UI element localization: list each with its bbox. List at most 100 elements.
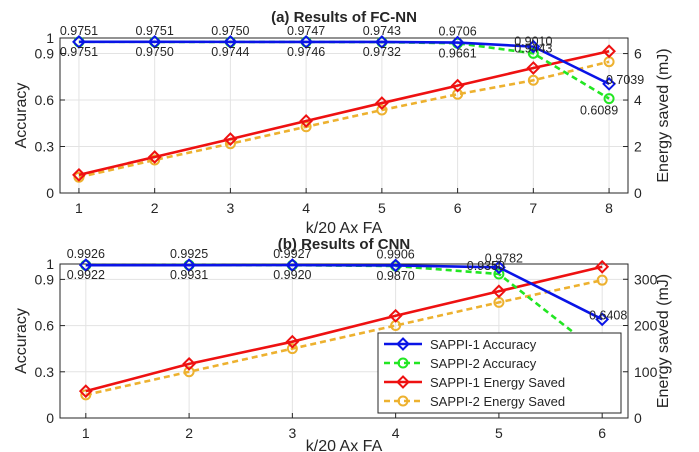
- series-2-point: [450, 78, 465, 93]
- y2-axis-label: Energy saved (mJ): [655, 48, 672, 182]
- y2-tick-label: 200: [634, 318, 658, 334]
- series-0-point: [299, 35, 314, 49]
- series-0-point: [595, 312, 610, 327]
- y-tick-label: 0.3: [35, 364, 55, 380]
- series-2-point: [285, 334, 300, 349]
- series-0-point: [285, 258, 300, 273]
- legend-swatch-marker: [397, 357, 409, 369]
- chart-title: (a) Results of FC-NN: [271, 9, 417, 26]
- series-2-point: [299, 114, 314, 128]
- series-0-point: [388, 258, 403, 273]
- series-0-point: [491, 260, 506, 275]
- x-axis-label: k/20 Ax FA: [306, 220, 383, 237]
- y-tick-label: 0.9: [35, 46, 55, 62]
- series-0-point: [182, 258, 197, 273]
- x-tick-label: 5: [495, 425, 503, 441]
- data-label: 0.9751: [136, 24, 174, 38]
- data-label: 0.9920: [273, 268, 311, 282]
- x-axis-label: k/20 Ax FA: [306, 438, 383, 452]
- series-0-point: [223, 34, 238, 49]
- data-label: 0.9925: [170, 247, 208, 261]
- series-1-point: [493, 268, 505, 280]
- series-0-point: [78, 258, 93, 273]
- series-line-1: [85, 263, 603, 357]
- x-tick-label: 1: [82, 425, 90, 441]
- data-label: 0.9927: [273, 247, 311, 261]
- x-tick-label: 4: [392, 425, 400, 441]
- series-2-point: [78, 384, 93, 399]
- series-3-point: [376, 104, 388, 116]
- data-label: 0.6089: [580, 104, 618, 118]
- y-tick-label: 0.6: [35, 318, 55, 334]
- y2-tick-label: 2: [634, 139, 642, 155]
- data-label: 0.9746: [287, 45, 325, 59]
- series-3-point: [527, 74, 539, 86]
- series-3-point: [183, 366, 195, 378]
- data-label: 0.9744: [211, 45, 249, 59]
- data-label: 0.9350: [467, 259, 505, 273]
- series-2-point: [526, 61, 541, 75]
- legend: SAPPI-1 Accuracy SAPPI-2 Accuracy SAPPI-1 …: [377, 332, 622, 414]
- x-tick-label: 1: [75, 200, 83, 216]
- series-0-point: [526, 39, 541, 54]
- x-tick-label: 6: [454, 200, 462, 216]
- series-3-point: [286, 343, 298, 355]
- data-label: 0.9926: [67, 247, 105, 261]
- y-tick-label: 0: [46, 410, 54, 426]
- series-0-point: [147, 34, 162, 49]
- y-tick-label: 1: [46, 30, 54, 46]
- legend-entry: SAPPI-1 Accuracy: [430, 337, 537, 352]
- series-1-point: [603, 93, 615, 105]
- series-line-0: [78, 40, 610, 86]
- data-label: 0.9751: [60, 45, 98, 59]
- series-line-2: [78, 49, 610, 177]
- legend-entry: SAPPI-2 Energy Saved: [430, 394, 565, 409]
- x-tick-label: 5: [378, 200, 386, 216]
- series-2-point: [388, 308, 403, 323]
- axes-frame: [59, 37, 629, 194]
- y2-tick-label: 300: [634, 271, 658, 287]
- series-0-point: [374, 35, 389, 49]
- y-tick-label: 0: [46, 185, 54, 201]
- series-0-point: [602, 76, 616, 91]
- x-tick-label: 8: [605, 200, 613, 216]
- legend-swatch-marker: [396, 337, 410, 351]
- x-tick-label: 7: [529, 200, 537, 216]
- series-line-0: [85, 263, 603, 321]
- data-label: 0.9706: [438, 25, 476, 39]
- data-label: 0.9661: [438, 46, 476, 60]
- y2-tick-label: 0: [634, 185, 642, 201]
- data-label: 0.9443: [514, 42, 552, 56]
- data-label: 0.9747: [287, 24, 325, 38]
- series-2-point: [223, 132, 238, 147]
- y2-axis-label: Energy saved (mJ): [655, 274, 672, 408]
- legend-entry: SAPPI-2 Accuracy: [430, 356, 537, 371]
- series-2-point: [72, 167, 86, 182]
- series-3-point: [596, 274, 608, 286]
- y2-tick-label: 6: [634, 46, 642, 62]
- y-tick-label: 0.9: [35, 271, 55, 287]
- series-1-point: [527, 47, 539, 59]
- y-tick-label: 0.6: [35, 92, 55, 108]
- y2-tick-label: 100: [634, 364, 658, 380]
- series-line-3: [78, 60, 610, 179]
- data-label: 0.9732: [363, 45, 401, 59]
- x-tick-label: 2: [151, 200, 159, 216]
- data-label: 0.9751: [60, 24, 98, 38]
- y-tick-label: 1: [46, 256, 54, 272]
- data-label: 0.6408: [589, 308, 627, 322]
- series-2-point: [491, 284, 506, 299]
- x-tick-label: 3: [227, 200, 235, 216]
- data-label: 0.9906: [377, 247, 415, 261]
- series-2-point: [602, 44, 616, 59]
- x-tick-label: 3: [288, 425, 296, 441]
- data-label: 0.9750: [136, 45, 174, 59]
- series-0-point: [72, 34, 86, 49]
- data-label: 0.9782: [485, 251, 523, 265]
- legend-box: [377, 332, 622, 414]
- y-axis-label: Accuracy: [13, 308, 30, 374]
- legend-entry: SAPPI-1 Energy Saved: [430, 375, 565, 390]
